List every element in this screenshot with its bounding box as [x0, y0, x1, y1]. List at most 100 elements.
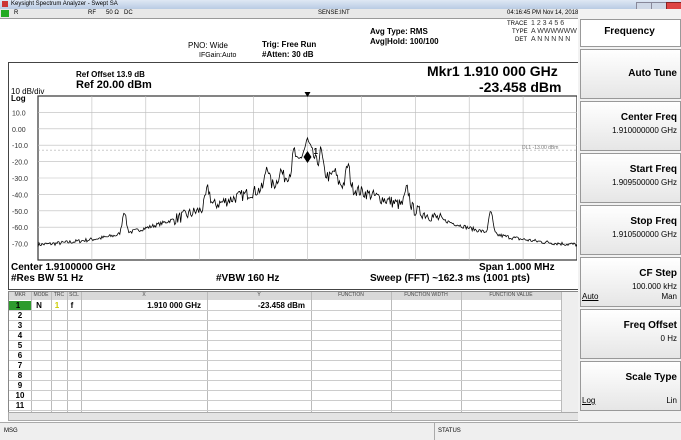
table-header: SCL: [69, 292, 79, 298]
sweep: Sweep (FFT) ~162.3 ms (1001 pts): [370, 273, 530, 284]
table-cell: 1: [15, 301, 21, 310]
y-label: 10.0: [12, 110, 26, 117]
y-label: -60.0: [12, 225, 28, 232]
softkey-label: Stop Freq: [630, 216, 677, 227]
row-divider: [9, 340, 561, 341]
row-number: 2: [17, 311, 23, 320]
column-divider: [51, 292, 52, 413]
row-divider: [9, 320, 561, 321]
marker-amp: -23.458 dBm: [479, 79, 562, 95]
res-bw: #Res BW 51 Hz: [11, 273, 84, 284]
app-icon: [2, 1, 8, 7]
trace-numbers: 1 2 3 4 5 6: [531, 20, 565, 27]
ref-level: Ref 20.00 dBm: [76, 79, 152, 91]
det-label: DET: [515, 37, 527, 43]
column-divider: [31, 292, 32, 413]
table-header: MODE: [33, 292, 49, 298]
row-number: 3: [17, 321, 23, 330]
avg-hold: Avg|Hold: 100/100: [370, 37, 439, 46]
row-number: 6: [17, 351, 23, 360]
column-divider: [207, 292, 208, 413]
trace: [37, 136, 577, 248]
row-divider: [9, 410, 561, 411]
status-impedance: 50 Ω: [106, 10, 119, 16]
softkey[interactable]: [580, 205, 681, 255]
msg-label: MSG: [4, 428, 18, 434]
y-label: -40.0: [12, 192, 28, 199]
menu-title-box: [580, 19, 681, 47]
softkey-value: 1.910500000 GHz: [612, 230, 677, 239]
title-bar: [0, 0, 681, 9]
table-header: MKR: [14, 292, 26, 298]
softkey-label: Freq Offset: [623, 320, 677, 331]
status-rf: RF: [88, 10, 96, 16]
row-divider: [9, 330, 561, 331]
avg-type: Avg Type: RMS: [370, 27, 428, 36]
type-values: A WWWWWW: [531, 28, 577, 35]
softkey[interactable]: [580, 309, 681, 359]
row-number: 4: [17, 331, 23, 340]
y-label: -20.0: [12, 160, 28, 167]
table-cell: f: [70, 301, 74, 310]
softkey-value: 1.909500000 GHz: [612, 178, 677, 187]
row-number: 8: [17, 371, 23, 380]
log-label: Log: [11, 94, 26, 103]
row-divider: [9, 390, 561, 391]
column-divider: [67, 292, 68, 413]
trace-label: TRACE: [507, 21, 528, 27]
status-indicator: [1, 10, 9, 17]
column-divider: [391, 292, 392, 413]
pno: PNO: Wide: [188, 41, 229, 50]
row-divider: [9, 360, 561, 361]
row-number: 5: [17, 341, 23, 350]
softkey-option: Auto: [582, 292, 599, 301]
softkey-label: Scale Type: [625, 372, 677, 383]
softkey-option: Log: [582, 396, 596, 405]
y-label: -50.0: [12, 209, 28, 216]
status-sense: SENSE:INT: [318, 10, 350, 16]
h-scrollbar[interactable]: [8, 412, 580, 421]
v-scrollbar[interactable]: [562, 292, 578, 413]
menu-title: Frequency: [604, 26, 655, 37]
status-label: STATUS: [438, 428, 461, 434]
table-header: FUNCTION WIDTH: [404, 292, 448, 298]
softkey[interactable]: [580, 361, 681, 411]
softkey-label: Start Freq: [629, 164, 677, 175]
softkey-value: 0 Hz: [660, 334, 677, 343]
table-header: X: [142, 292, 146, 298]
softkey-label: Center Freq: [620, 112, 677, 123]
window-title: Keysight Spectrum Analyzer - Swept SA: [11, 1, 118, 7]
span: Span 1.000 MHz: [479, 262, 555, 273]
display-line-label: DL1 -13.00 dBm: [522, 145, 558, 151]
column-divider: [561, 292, 562, 413]
row-number: 9: [17, 381, 23, 390]
softkey[interactable]: [580, 257, 681, 307]
softkey-label: CF Step: [639, 268, 677, 279]
status-datetime: 04:16:45 PM Nov 14, 2018: [507, 10, 579, 16]
softkey-option: Lin: [666, 396, 677, 405]
table-cell: 1.910 000 GHz: [147, 301, 201, 310]
selected-row-bg: [9, 301, 31, 310]
y-label: -10.0: [12, 143, 28, 150]
footer: [0, 422, 681, 440]
row-divider: [9, 310, 561, 311]
status-coupling: DC: [124, 10, 133, 16]
row-number: 10: [15, 391, 25, 400]
softkey[interactable]: [580, 49, 681, 99]
marker-top-arrow: [304, 92, 311, 97]
row-divider: [9, 380, 561, 381]
row-number: 7: [17, 361, 23, 370]
marker-table: MKR MODE TRC SCL X Y FUNCTION FUNCTION WIDTH FUN…: [8, 291, 580, 414]
softkey-label: Auto Tune: [628, 68, 677, 79]
ref-offset: Ref Offset 13.9 dB: [76, 70, 145, 79]
table-cell: 1: [54, 301, 60, 310]
ifgain: IFGain:Auto: [199, 52, 237, 59]
row-number: 11: [15, 401, 25, 410]
softkey-option: Man: [661, 292, 677, 301]
softkey[interactable]: [580, 153, 681, 203]
y-label: -30.0: [12, 176, 28, 183]
softkey-panel: Frequency Auto Tune Center Freq 1.910000000…: [578, 9, 681, 422]
y-label: -70.0: [12, 242, 28, 249]
det-values: A N N N N N: [531, 36, 571, 43]
